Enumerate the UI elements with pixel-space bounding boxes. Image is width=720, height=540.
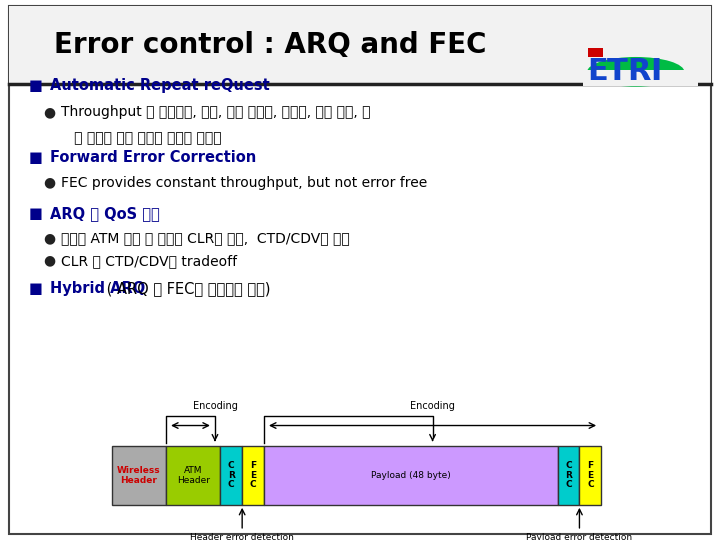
Bar	[588, 48, 603, 57]
Text: I: I	[650, 57, 662, 86]
Bar	[558, 446, 580, 505]
Text: Wireless
Header: Wireless Header	[117, 466, 161, 484]
Text: Forward Error Correction: Forward Error Correction	[50, 150, 256, 165]
Text: Automatic Repeat reQuest: Automatic Repeat reQuest	[50, 78, 270, 93]
Text: ●: ●	[43, 105, 55, 119]
Text: ●: ●	[43, 176, 55, 190]
Text: FEC provides constant throughput, but not error free: FEC provides constant throughput, but no…	[61, 176, 428, 190]
Bar	[9, 6, 711, 84]
Text: Payload error detection: Payload error detection	[526, 533, 632, 540]
Text: Encoding: Encoding	[410, 401, 455, 411]
Text: ATM
Header: ATM Header	[176, 466, 210, 484]
Text: ●: ●	[43, 231, 55, 245]
Text: ■: ■	[29, 78, 42, 93]
Text: ( ARQ 와 FEC를 혼합하여 사용): ( ARQ 와 FEC를 혼합하여 사용)	[102, 281, 271, 296]
Text: E: E	[587, 57, 608, 86]
Bar	[166, 446, 220, 505]
Text: 선 채널의 전송 특성에 의하여 좌우됨: 선 채널의 전송 특성에 의하여 좌우됨	[61, 131, 222, 145]
Text: C
R
C: C R C	[228, 461, 235, 489]
Bar	[242, 446, 264, 505]
Text: 손실된 ATM 셈의 재 전송은 CLR를 개선,  CTD/CDV는 증가: 손실된 ATM 셈의 재 전송은 CLR를 개선, CTD/CDV는 증가	[61, 231, 350, 245]
Ellipse shape	[588, 57, 685, 87]
Text: CLR 과 CTD/CDV는 tradeoff: CLR 과 CTD/CDV는 tradeoff	[61, 254, 238, 268]
Text: C
R
C: C R C	[565, 461, 572, 489]
Bar	[583, 70, 698, 86]
Text: Encoding: Encoding	[192, 401, 238, 411]
Bar	[264, 446, 558, 505]
Text: Header error detection: Header error detection	[190, 533, 294, 540]
Text: Throughput 은 프로토콜, 지연, 패킷 사이즈, 패킷수, 버퍼 크기, 무: Throughput 은 프로토콜, 지연, 패킷 사이즈, 패킷수, 버퍼 크…	[61, 105, 371, 119]
Text: ■: ■	[29, 150, 42, 165]
Text: Payload (48 byte): Payload (48 byte)	[371, 471, 451, 480]
Text: F
E
C: F E C	[250, 461, 256, 489]
Text: ARQ 와 QoS 관계: ARQ 와 QoS 관계	[50, 206, 160, 221]
Text: T: T	[607, 57, 628, 86]
Text: ■: ■	[29, 206, 42, 221]
Text: ●: ●	[43, 254, 55, 268]
Bar	[220, 446, 242, 505]
Text: F
E
C: F E C	[587, 461, 593, 489]
Bar	[580, 446, 601, 505]
Text: Error control : ARQ and FEC: Error control : ARQ and FEC	[54, 31, 487, 59]
Text: ■: ■	[29, 281, 42, 296]
Text: R: R	[627, 57, 651, 86]
Text: Hybrid ARQ: Hybrid ARQ	[50, 281, 145, 296]
Bar	[112, 446, 166, 505]
